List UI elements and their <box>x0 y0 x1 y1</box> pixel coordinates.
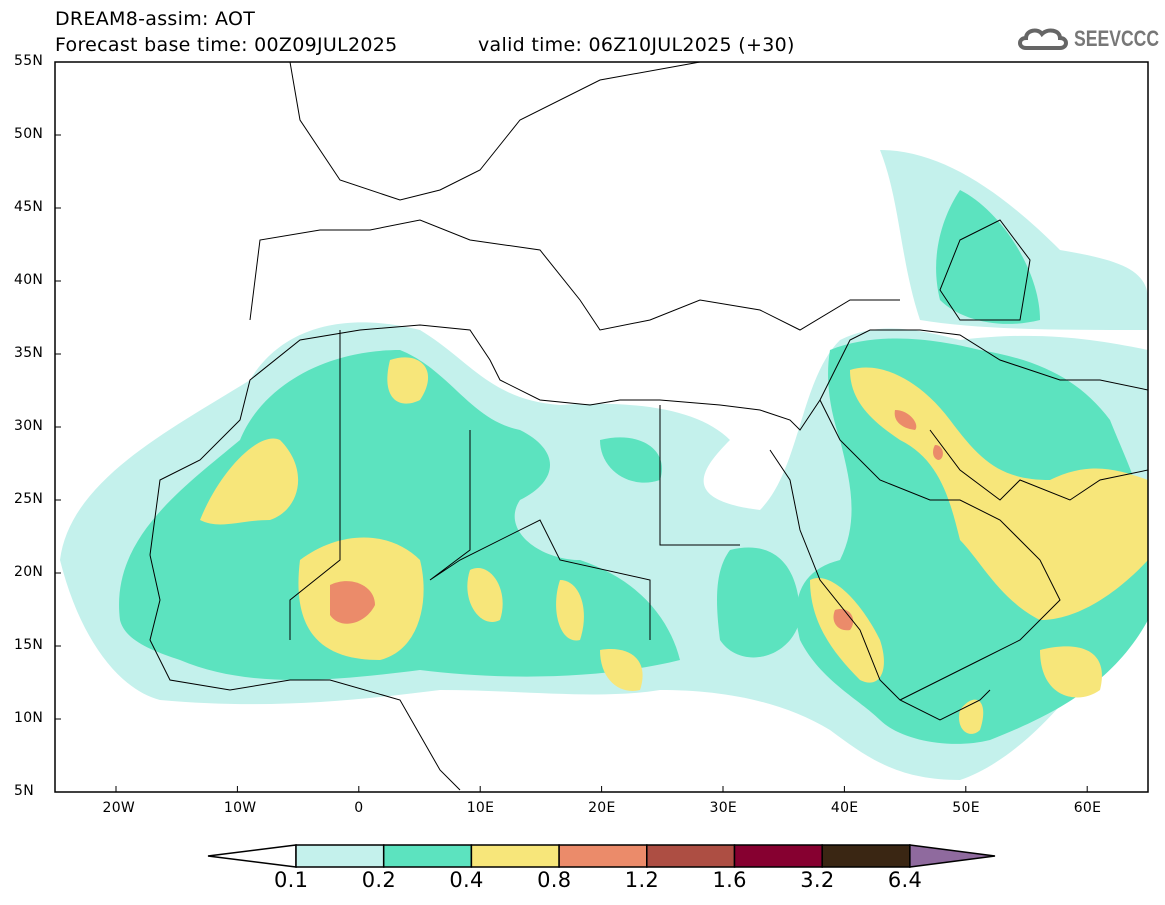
lon-label: 30E <box>709 800 738 816</box>
colorbar-label: 0.4 <box>449 868 484 892</box>
lat-label: 10N <box>14 710 44 726</box>
lat-label: 20N <box>14 564 44 580</box>
lat-label: 40N <box>14 272 44 288</box>
colorbar-swatch <box>470 844 560 868</box>
colorbar-swatch <box>295 844 385 868</box>
colorbar-label: 1.2 <box>624 868 660 892</box>
lat-label: 45N <box>14 199 44 215</box>
cloud-icon <box>1018 28 1068 50</box>
colorbar-label: 0.8 <box>537 868 572 892</box>
colorbar-swatch <box>821 844 911 868</box>
colorbar-swatch <box>646 844 736 868</box>
lat-label: 5N <box>14 783 34 799</box>
colorbar-under-arrow <box>207 844 297 868</box>
colorbar-label: 3.2 <box>800 868 835 892</box>
lon-label: 10E <box>466 800 495 816</box>
seevccc-logo: SEEVCCC <box>1018 26 1165 52</box>
colorbar-swatch <box>733 844 823 868</box>
lat-label: 50N <box>14 126 44 142</box>
colorbar-swatch <box>558 844 648 868</box>
colorbar-label: 0.2 <box>361 868 396 892</box>
aot-field <box>60 150 1148 780</box>
lat-label: 15N <box>14 637 44 653</box>
colorbar-label: 6.4 <box>887 868 923 892</box>
lon-label: 0 <box>354 800 364 816</box>
lat-label: 30N <box>14 418 44 434</box>
lon-label: 10W <box>223 800 257 816</box>
lon-label: 20E <box>588 800 616 816</box>
colorbar-label: 0.1 <box>274 868 309 892</box>
forecast-base-time: Forecast base time: 00Z09JUL2025 <box>55 34 398 56</box>
lon-label: 50E <box>952 800 980 816</box>
aot-level-0.2 <box>119 350 680 680</box>
coastlines-borders <box>149 62 1148 791</box>
colorbar-over-arrow <box>909 844 996 868</box>
valid-time: valid time: 06Z10JUL2025 (+30) <box>478 34 795 56</box>
lat-label: 35N <box>14 345 44 361</box>
lon-label: 40E <box>830 800 859 816</box>
lat-label: 25N <box>14 491 44 507</box>
colorbar-swatch <box>382 844 473 868</box>
lon-label: 20W <box>102 800 136 816</box>
aot-level-0.8 <box>330 581 375 624</box>
lat-label: 55N <box>14 53 44 69</box>
colorbar-label: 1.6 <box>712 868 747 892</box>
map-title: DREAM8-assim: AOT <box>55 8 256 30</box>
logo-text: SEEVCCC <box>1074 26 1160 51</box>
lon-label: 60E <box>1073 800 1102 816</box>
